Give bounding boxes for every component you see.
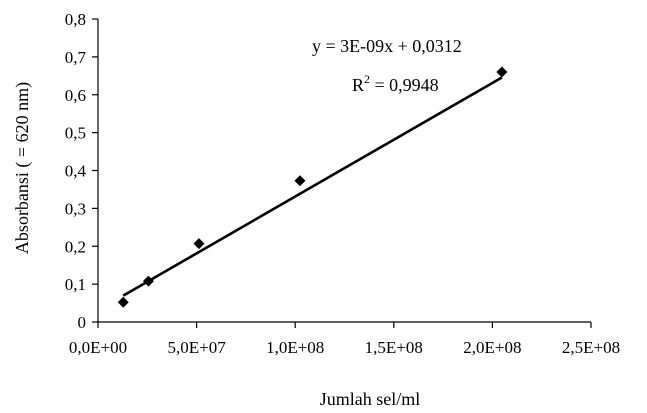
equation-text: y = 3E-09x + 0,0312: [312, 36, 462, 56]
x-tick-label: 1,0E+08: [266, 338, 324, 357]
y-tick-label: 0,6: [65, 86, 86, 105]
x-tick-label: 1,5E+08: [365, 338, 423, 357]
r-squared-superscript: 2: [364, 72, 370, 86]
data-point: [496, 66, 508, 78]
r-squared-value: = 0,9948: [370, 75, 439, 95]
axes: 0 0,1 0,2 0,3 0,4 0,5 0,6 0,7 0,8 0,0E+00 5,0E+07 1…: [65, 10, 620, 357]
data-point: [142, 275, 154, 287]
y-tick-label: 0,5: [65, 124, 86, 143]
trendline-group: [122, 76, 503, 297]
y-tick-label: 0,1: [65, 275, 86, 294]
y-tick-label: 0,8: [65, 10, 86, 29]
r-squared-text: R2 = 0,9948: [352, 72, 439, 95]
x-tick-label: 5,0E+07: [167, 338, 226, 357]
data-points: [117, 66, 508, 308]
data-point: [193, 238, 205, 250]
r-squared-prefix: R: [352, 75, 364, 95]
y-tick-label: 0,2: [65, 237, 86, 256]
data-point: [294, 175, 306, 187]
trendline: [122, 76, 503, 297]
y-tick-label: 0,7: [65, 48, 87, 67]
x-tick-label: 2,0E+08: [463, 338, 521, 357]
trendline-equation: y = 3E-09x + 0,0312 R2 = 0,9948: [312, 36, 462, 95]
y-tick-label: 0,4: [65, 162, 87, 181]
x-tick-label: 2,5E+08: [562, 338, 620, 357]
y-tick-label: 0: [78, 313, 87, 332]
y-tick-label: 0,3: [65, 199, 86, 218]
axis-labels: Jumlah sel/ml Absorbansi ( = 620 nm): [12, 82, 420, 409]
x-axis-title: Jumlah sel/ml: [320, 389, 421, 409]
data-point: [117, 296, 129, 308]
x-tick-label: 0,0E+00: [69, 338, 127, 357]
y-axis-title: Absorbansi ( = 620 nm): [12, 82, 33, 254]
